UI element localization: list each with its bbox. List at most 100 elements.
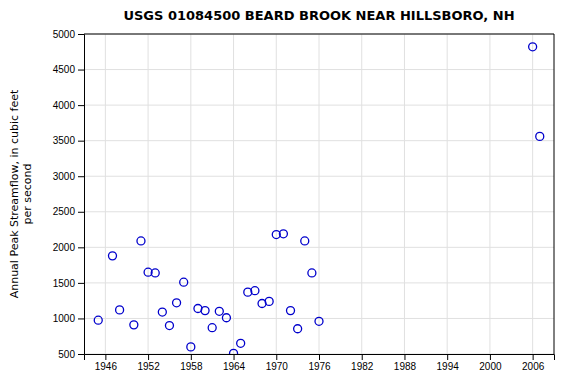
tick-mark — [78, 283, 84, 284]
tick-label: 1964 — [223, 361, 246, 372]
tick: 4500 — [53, 64, 84, 75]
tick-mark — [78, 212, 84, 213]
tick-mark — [191, 354, 192, 360]
axis-line — [78, 35, 85, 355]
point — [287, 307, 295, 315]
tick-label: 1970 — [266, 361, 289, 372]
tick-mark — [276, 354, 277, 360]
tick-label: 1982 — [351, 361, 374, 372]
tick-label: 3000 — [53, 171, 76, 182]
tick-mark — [78, 105, 84, 106]
point — [308, 269, 316, 277]
tick: 1958 — [180, 354, 203, 372]
tick: 3500 — [53, 135, 84, 146]
tick-label: 1500 — [53, 278, 76, 289]
point — [265, 297, 273, 305]
point — [294, 325, 302, 333]
grid-line — [148, 34, 149, 354]
point — [237, 339, 245, 347]
point — [151, 269, 159, 277]
tick: 2000 — [53, 242, 84, 253]
tick-mark — [490, 354, 491, 360]
points — [94, 43, 544, 354]
x-axis: 1946 1952 1958 1964 1970 1976 1982 1988 1994 2000… — [85, 354, 555, 372]
tick-mark — [78, 34, 84, 35]
point — [180, 278, 188, 286]
grid-line — [489, 34, 490, 354]
tick-mark — [319, 354, 320, 360]
point — [536, 132, 544, 140]
point — [158, 308, 166, 316]
tick: 1982 — [351, 354, 374, 372]
tick-mark — [78, 354, 84, 355]
point — [108, 252, 116, 260]
frame — [84, 34, 554, 35]
tick-label: 3500 — [53, 135, 76, 146]
axis-line — [85, 355, 555, 361]
chart: 1946 1952 1958 1964 1970 1976 1982 1988 1994 2000… — [0, 0, 576, 384]
tick: 1946 — [95, 354, 118, 372]
grid-line — [532, 34, 533, 354]
tick: 2000 — [479, 354, 502, 372]
grid-line — [84, 318, 554, 319]
y-axis: 500 1000 1500 2000 2500 3000 3500 4000 4500 5000 — [53, 29, 85, 360]
tick-label: 1988 — [394, 361, 417, 372]
tick-mark — [105, 354, 106, 360]
grid-line — [84, 34, 554, 35]
tick-mark — [234, 354, 235, 360]
grid-line — [84, 247, 554, 248]
tick-mark — [362, 354, 363, 360]
tick: 5000 — [53, 29, 84, 40]
tick-mark — [148, 354, 149, 360]
grid-line — [84, 176, 554, 177]
tick: 1994 — [437, 354, 460, 372]
point — [222, 314, 230, 322]
tick: 1500 — [53, 278, 84, 289]
grid-line — [276, 34, 277, 354]
grid-line — [404, 34, 405, 354]
tick: 2500 — [53, 206, 84, 217]
grid-line — [233, 34, 234, 354]
tick-label: 500 — [58, 349, 75, 360]
plot: 1946 1952 1958 1964 1970 1976 1982 1988 1994 2000… — [53, 29, 555, 372]
tick-label: 2000 — [479, 361, 502, 372]
grid-line — [447, 34, 448, 354]
point — [201, 307, 209, 315]
tick-label: 1952 — [137, 361, 160, 372]
frame — [554, 34, 555, 354]
tick-mark — [78, 176, 84, 177]
tick-label: 5000 — [53, 29, 76, 40]
tick: 1976 — [308, 354, 331, 372]
point — [94, 316, 102, 324]
tick-label: 4000 — [53, 100, 76, 111]
tick-label: 1976 — [308, 361, 331, 372]
point — [315, 317, 323, 325]
grid-line — [319, 34, 320, 354]
tick-label: 1994 — [437, 361, 460, 372]
point — [187, 343, 195, 351]
tick-mark — [78, 247, 84, 248]
grid-line — [105, 34, 106, 354]
tick-mark — [447, 354, 448, 360]
point — [279, 230, 287, 238]
point — [116, 306, 124, 314]
tick-label: 1000 — [53, 313, 76, 324]
tick-label: 2000 — [53, 242, 76, 253]
tick: 500 — [58, 349, 84, 360]
grid — [84, 34, 554, 354]
point — [301, 237, 309, 245]
tick-mark — [78, 318, 84, 319]
point — [208, 324, 216, 332]
tick: 1988 — [394, 354, 417, 372]
grid-line — [361, 34, 362, 354]
tick: 1970 — [266, 354, 289, 372]
y-axis-title: Annual Peak Streamflow, in cubic feetper… — [8, 89, 34, 298]
point — [173, 299, 181, 307]
tick: 1000 — [53, 313, 84, 324]
tick-label: 2006 — [522, 361, 545, 372]
tick: 1964 — [223, 354, 246, 372]
point — [230, 349, 238, 354]
tick: 3000 — [53, 171, 84, 182]
point — [165, 322, 173, 330]
grid-line — [84, 69, 554, 70]
